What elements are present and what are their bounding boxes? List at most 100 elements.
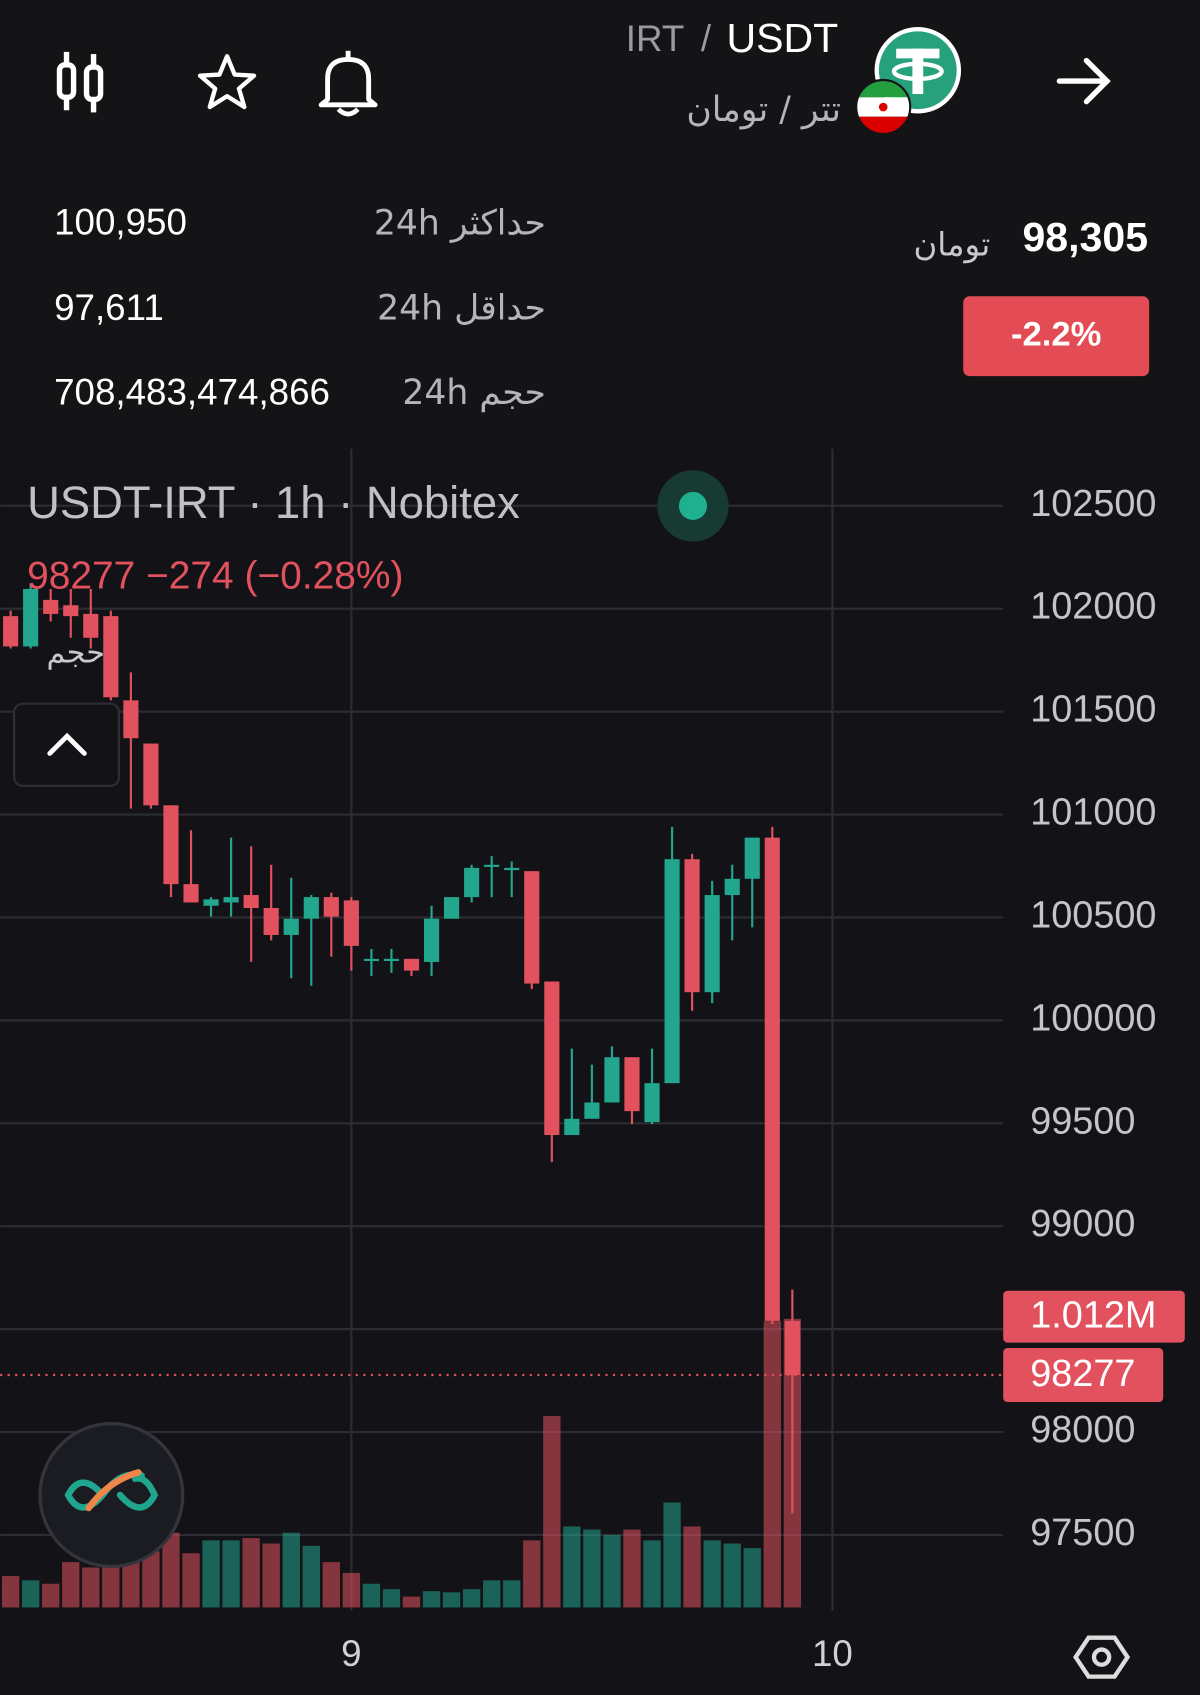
chart-title: USDT-IRT · 1h · Nobitex <box>27 477 520 528</box>
chart-type-button[interactable] <box>56 51 104 113</box>
stat-label: حداکثر 24h <box>374 203 546 243</box>
candle-body <box>423 918 440 962</box>
candle-body <box>624 1057 640 1112</box>
volume-bar <box>663 1502 681 1608</box>
candle-body <box>684 859 700 993</box>
y-tick-label: 101500 <box>1030 689 1156 731</box>
candle-body <box>283 918 299 935</box>
candle-body <box>724 878 740 896</box>
app-logo-button[interactable] <box>38 1422 185 1568</box>
candle-body <box>303 897 319 919</box>
stat-label: حجم 24h <box>402 373 546 413</box>
candle-body <box>363 958 379 962</box>
candle-body <box>83 613 99 638</box>
volume-title: حجم <box>47 636 105 671</box>
y-tick-label: 100500 <box>1030 894 1156 936</box>
candle-body <box>604 1057 620 1103</box>
candle-body <box>383 958 400 962</box>
volume-bar <box>503 1580 521 1608</box>
volume-bar <box>703 1540 721 1608</box>
candle-body <box>63 605 79 617</box>
y-tick-label: 99000 <box>1030 1203 1135 1245</box>
iran-flag <box>855 78 912 136</box>
volume-bar <box>202 1540 220 1608</box>
volume-bar <box>603 1534 621 1608</box>
y-tick-label: 101000 <box>1030 792 1156 834</box>
volume-bar <box>182 1553 200 1608</box>
volume-bar <box>1 1576 20 1608</box>
volume-bar <box>322 1562 340 1608</box>
stat-value: 100,950 <box>54 202 187 243</box>
volume-bar <box>402 1596 421 1608</box>
change-percent: -2.2% <box>1011 315 1101 353</box>
volume-bar <box>422 1591 441 1608</box>
candle-body <box>3 616 19 647</box>
volume-bar <box>623 1529 641 1608</box>
candle-body <box>444 897 460 919</box>
last-price-label: 98277 <box>1030 1353 1135 1395</box>
volume-bar <box>62 1562 80 1608</box>
chart-background <box>0 448 1200 1695</box>
volume-bar <box>282 1532 300 1608</box>
volume-bar <box>382 1589 401 1608</box>
candle-body <box>343 900 359 946</box>
stat-label: حداقل 24h <box>377 289 546 329</box>
candle-body <box>544 981 560 1136</box>
candle-body <box>223 897 239 903</box>
volume-bar <box>643 1540 661 1608</box>
candle-body <box>23 588 39 647</box>
pair-subtitle: تتر / تومان <box>686 90 841 130</box>
pair-quote: IRT <box>626 18 685 59</box>
x-tick-label: 9 <box>341 1633 361 1674</box>
collapse-button[interactable] <box>13 702 121 787</box>
candle-body <box>163 805 179 885</box>
volume-bar <box>262 1543 280 1608</box>
volume-bar <box>462 1589 481 1608</box>
volume-bar <box>302 1545 320 1608</box>
candle-body <box>784 1320 800 1376</box>
settings-button[interactable] <box>1073 1635 1131 1679</box>
volume-bar <box>743 1548 761 1608</box>
candle-body <box>524 871 540 984</box>
change-badge <box>963 296 1150 377</box>
chart-subtitle: 98277 −274 (−0.28%) <box>27 555 403 598</box>
candle-body <box>484 864 500 867</box>
y-tick-label: 102500 <box>1030 483 1156 525</box>
volume-bar <box>102 1562 120 1608</box>
volume-bar <box>342 1572 361 1608</box>
volume-bar <box>122 1556 140 1608</box>
volume-bar <box>82 1567 100 1608</box>
alert-button[interactable] <box>318 50 378 117</box>
candle-body <box>143 743 159 806</box>
volume-bar <box>242 1538 260 1608</box>
candle-body <box>744 837 760 879</box>
volume-label: 1.012M <box>1030 1295 1156 1337</box>
volume-bar <box>362 1583 381 1608</box>
chart: 9750098000985009900099500100000100500101… <box>0 448 1185 1674</box>
volume-bar <box>683 1526 701 1608</box>
volume-bar <box>21 1580 40 1608</box>
volume-bar <box>162 1532 180 1608</box>
last-price-tag <box>1003 1347 1164 1403</box>
volume-bar <box>523 1540 541 1608</box>
favorite-button[interactable] <box>197 54 257 110</box>
volume-bar <box>723 1543 741 1608</box>
volume-tag <box>1003 1290 1185 1343</box>
volume-bars <box>1 1318 802 1608</box>
candle-body <box>203 899 219 906</box>
x-tick-label: 10 <box>812 1633 853 1674</box>
candle-body <box>564 1118 580 1136</box>
pair-separator: / <box>701 18 712 59</box>
candle-body <box>43 599 59 614</box>
candle-body <box>644 1083 660 1123</box>
candle-body <box>704 895 720 993</box>
volume-bar <box>583 1529 601 1608</box>
y-tick-label: 97500 <box>1030 1512 1135 1554</box>
back-button[interactable] <box>1056 57 1111 105</box>
candle-body <box>243 895 259 909</box>
volume-bar <box>222 1540 240 1608</box>
candle-body <box>263 908 279 935</box>
candle-body <box>664 859 680 1084</box>
